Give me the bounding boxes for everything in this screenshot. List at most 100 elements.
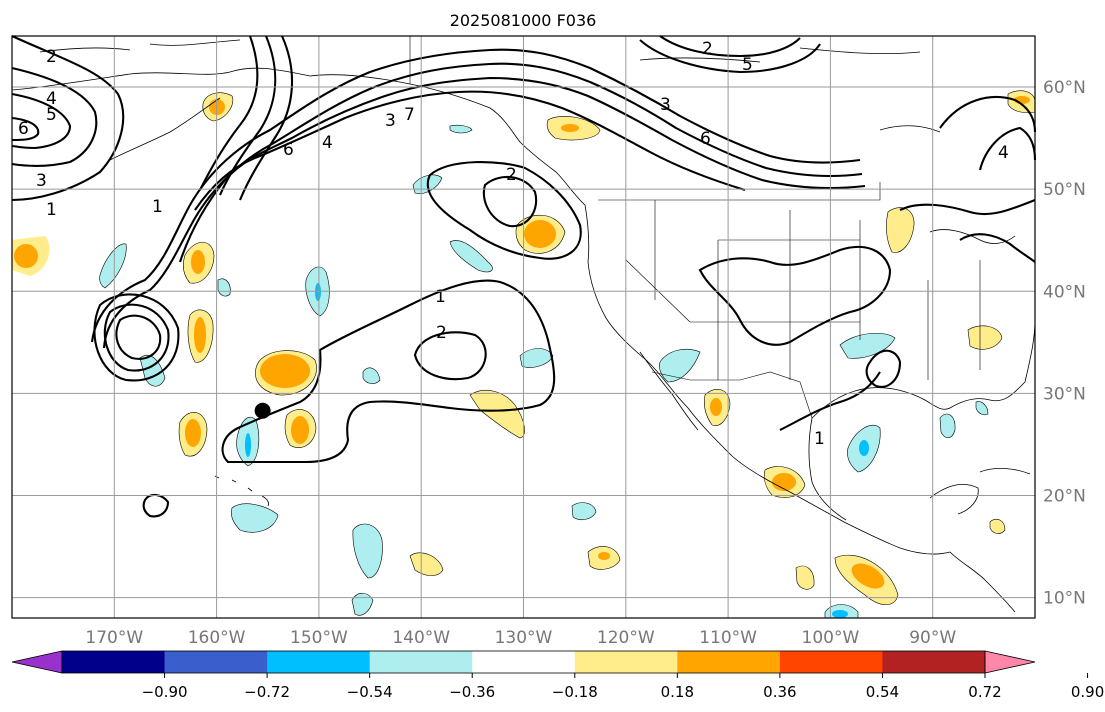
colorbar: −0.90 −0.72 −0.54 −0.36 −0.18 0.18 0.36 0.54 0.7… <box>11 650 1104 701</box>
negative-patch <box>362 367 381 384</box>
alaska-coast <box>11 67 586 206</box>
contour-line <box>698 245 892 346</box>
contour-label: 5 <box>742 55 753 75</box>
north-coast <box>39 39 241 53</box>
positive-patch <box>178 412 208 457</box>
aleutian-chain <box>109 97 221 161</box>
contour-label: 1 <box>152 197 163 217</box>
contour-line <box>899 199 1036 216</box>
colorbar-segment <box>164 651 268 673</box>
tick-label-layer: 170°W 160°W 150°W 140°W 130°W 120°W 110°W 100°W… <box>85 78 1085 648</box>
colorbar-segment <box>369 651 473 673</box>
positive-patch <box>834 554 899 606</box>
contour-line <box>90 48 861 343</box>
lat-tick-label: 20°N <box>1043 486 1086 506</box>
map-frame <box>11 35 1036 619</box>
colorbar-tick-label: 0.90 <box>1071 683 1104 701</box>
negative-patch <box>99 243 127 289</box>
contour-line <box>779 371 881 431</box>
mexico-coast <box>808 417 847 521</box>
contour-label: 2 <box>46 47 57 67</box>
contour-line <box>939 96 1037 133</box>
us-mexico-border <box>651 371 813 419</box>
negative-patch <box>659 349 701 383</box>
positive-patch <box>795 565 815 590</box>
contour-line <box>639 39 821 74</box>
positive-patch <box>187 309 214 363</box>
colorbar-outline <box>61 650 986 674</box>
colorbar-segment <box>472 651 576 673</box>
contour-label: 1 <box>46 200 57 220</box>
lat-tick-label: 40°N <box>1043 282 1086 302</box>
colorbar-segment <box>779 651 883 673</box>
west-coast <box>584 204 951 555</box>
lon-tick-label: 130°W <box>495 628 553 648</box>
shading-layer <box>12 90 1036 619</box>
cuba <box>979 468 1031 475</box>
colorbar-tick-label: 0.54 <box>866 683 899 701</box>
contour-line <box>11 66 98 168</box>
contour-line <box>659 35 801 58</box>
negative-patch <box>939 413 956 439</box>
contour-line <box>239 35 294 201</box>
border-layer <box>409 36 981 419</box>
contour-line <box>959 233 1036 263</box>
lon-tick-label: 160°W <box>188 628 246 648</box>
contour-line <box>11 92 72 150</box>
lon-tick-label: 150°W <box>290 628 348 648</box>
negative-patch <box>824 604 859 619</box>
positive-patch <box>703 388 731 426</box>
contour-label: 3 <box>385 111 396 131</box>
lon-tick-label: 120°W <box>597 628 655 648</box>
colorbar-segment <box>267 651 371 673</box>
positive-patch <box>763 466 806 498</box>
contour-label: 3 <box>660 95 671 115</box>
contour-line <box>413 331 487 381</box>
positive-patch <box>12 236 50 276</box>
central-america <box>949 551 1016 613</box>
negative-patch <box>975 401 989 416</box>
colorbar-tick-label: −0.36 <box>449 683 495 701</box>
contour-label: 1 <box>435 287 446 307</box>
lon-tick-label: 110°W <box>699 628 757 648</box>
contour-line <box>219 35 277 196</box>
contour-label: 5 <box>46 105 57 125</box>
contour-line <box>103 303 170 372</box>
positive-patch <box>989 518 1006 534</box>
colorbar-segment <box>62 651 166 673</box>
hudson-bay <box>879 125 941 133</box>
negative-patch <box>352 523 383 579</box>
canada-arctic <box>639 47 921 63</box>
contour-line <box>978 126 1037 171</box>
positive-patch <box>469 390 525 439</box>
positive-patch <box>284 409 317 448</box>
map-title: 2025081000 F036 <box>450 11 597 30</box>
lat-tick-label: 50°N <box>1043 180 1086 200</box>
gridline-layer <box>12 36 1035 618</box>
map-panel: 2 4 5 6 3 1 6 4 3 7 2 6 3 4 2 1 2 1 1 5 … <box>11 35 1086 648</box>
contour-line <box>482 175 538 228</box>
positive-patch <box>967 325 1003 350</box>
contour-line <box>115 314 162 360</box>
lat-tick-label: 10°N <box>1043 589 1086 609</box>
us-canada-border <box>598 182 881 201</box>
colorbar-extend-low <box>11 650 63 674</box>
negative-patch <box>236 416 260 467</box>
colorbar-tick-label: 0.72 <box>968 683 1001 701</box>
contour-line <box>11 35 125 202</box>
gulf-coast <box>811 381 1026 419</box>
baja-california <box>639 351 699 431</box>
positive-patch <box>255 350 317 396</box>
negative-patch <box>449 240 493 273</box>
contour-line <box>865 349 902 388</box>
positive-patch <box>546 116 601 141</box>
contour-line <box>194 90 746 211</box>
location-marker <box>254 402 271 419</box>
positive-patch <box>587 546 621 570</box>
contour-label: 2 <box>702 39 713 59</box>
yucatan <box>929 484 979 515</box>
contour-layer <box>11 35 1037 518</box>
negative-patch <box>839 332 896 359</box>
colorbar-tick-label: −0.90 <box>142 683 188 701</box>
